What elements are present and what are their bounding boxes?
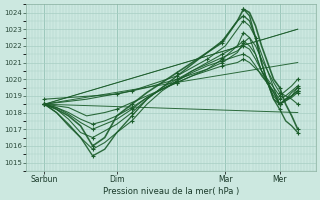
- X-axis label: Pression niveau de la mer( hPa ): Pression niveau de la mer( hPa ): [103, 187, 239, 196]
